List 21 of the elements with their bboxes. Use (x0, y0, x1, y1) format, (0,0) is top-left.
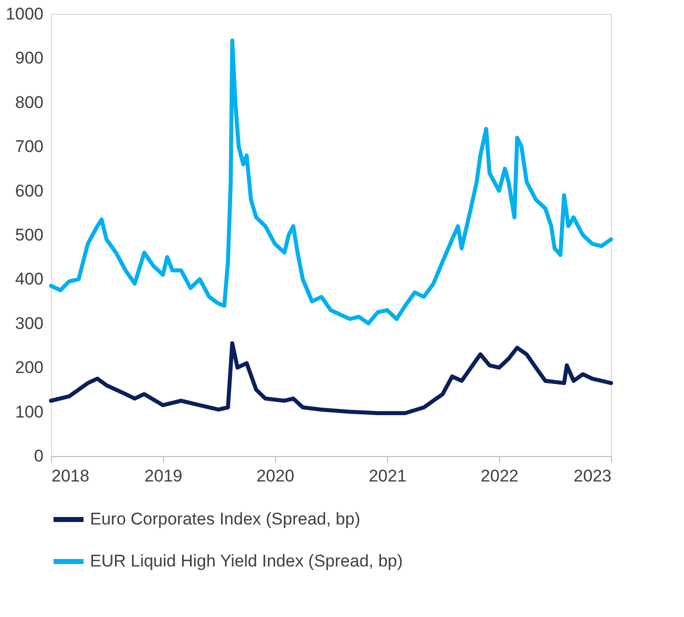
legend-label: EUR Liquid High Yield Index (Spread, bp) (90, 552, 403, 570)
y-tick-label: 400 (15, 270, 44, 289)
x-tick-label: 2018 (52, 466, 90, 486)
y-tick-label: 600 (15, 181, 44, 200)
y-tick-label: 300 (15, 314, 44, 333)
y-tick-label: 1000 (6, 4, 44, 24)
y-tick-label: 200 (15, 358, 44, 378)
x-tick-label: 2019 (144, 466, 182, 486)
y-tick-label: 800 (15, 92, 44, 112)
y-tick-label: 100 (15, 402, 44, 422)
y-tick-label: 0 (34, 446, 44, 466)
legend-label: Euro Corporates Index (Spread, bp) (90, 510, 360, 528)
y-tick-label: 900 (15, 48, 44, 68)
x-tick-label: 2020 (256, 466, 294, 486)
y-tick-label: 500 (15, 226, 44, 244)
x-tick-label: 2022 (480, 466, 518, 486)
x-tick-label: 2023 (574, 466, 612, 486)
y-tick-label: 700 (15, 137, 44, 156)
line-series (49, 341, 613, 416)
line-series (49, 38, 613, 326)
x-tick-label: 2021 (368, 466, 407, 486)
